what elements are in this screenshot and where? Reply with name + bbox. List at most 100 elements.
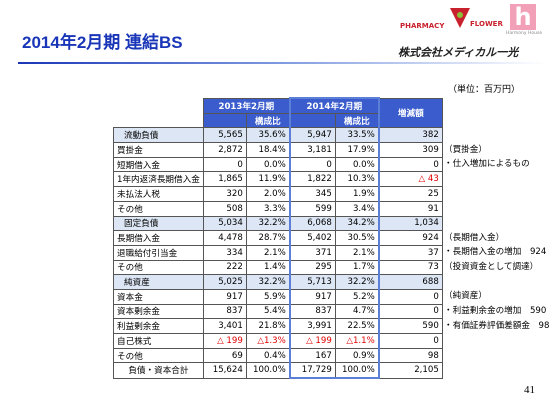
row-label: 流動負債: [113, 127, 204, 144]
cell-value: 222: [202, 259, 247, 276]
table-row: 自己株式 △ 199 △1.3% △ 199 △1.1% 0: [113, 333, 443, 349]
slide-title: 2014年2月期 連結BS: [22, 33, 183, 52]
cell-value: 2,872: [202, 142, 247, 158]
table-row: 買掛金 2,872 18.4% 3,181 17.9% 309: [113, 142, 443, 158]
row-note: （買掛金）: [444, 145, 487, 155]
cell-value: 0: [378, 333, 443, 349]
cell-value: 508: [202, 200, 247, 217]
cell-value: 334: [202, 244, 247, 261]
table-row: 短期借入金 0 0.0% 0 0.0% 0: [113, 156, 443, 173]
cell-value: 1.7%: [334, 259, 380, 276]
cell-value: 3,181: [288, 142, 336, 158]
cell-value: 5,565: [202, 127, 247, 144]
cell-value: 30.5%: [334, 230, 380, 246]
cell-value: 1,822: [288, 171, 336, 188]
cell-value: 100.0%: [245, 362, 291, 379]
cell-value: 5,402: [288, 230, 336, 246]
period-header: 2014年2月期: [288, 96, 380, 114]
page-number: 41: [524, 384, 535, 396]
row-label: 未払法人税: [113, 186, 204, 202]
cell-value: 100.0%: [334, 362, 380, 380]
cell-value: 924: [378, 230, 443, 246]
cell-value: 28.7%: [245, 230, 291, 246]
cell-value: 0.0%: [334, 156, 380, 173]
cell-value: 0.0%: [245, 156, 291, 173]
row-label: 買掛金: [113, 142, 204, 158]
table-row: その他 69 0.4% 167 0.9% 98: [113, 347, 443, 364]
cell-value: 382: [378, 127, 443, 144]
cell-value: 309: [378, 142, 443, 158]
table-row: 退職給付引当金 334 2.1% 371 2.1% 37: [113, 244, 443, 261]
cell-value: 2.1%: [245, 244, 291, 261]
cell-value: 1.4%: [245, 259, 291, 276]
cell-value: 5,947: [288, 127, 336, 144]
table-row: 資本剰余金 837 5.4% 837 4.7% 0: [113, 303, 443, 320]
cell-value: 10.3%: [334, 171, 380, 188]
cell-value: 2.1%: [334, 244, 380, 261]
cell-value: 0.4%: [245, 347, 291, 364]
cell-value: 32.2%: [245, 274, 291, 290]
row-label: 負債・資本合計: [113, 362, 204, 379]
row-label: その他: [113, 347, 204, 364]
cell-value: 837: [202, 303, 247, 320]
cell-value: 371: [288, 244, 336, 261]
row-note: ・仕入増加によるもの: [444, 159, 530, 169]
row-label: その他: [113, 200, 204, 217]
cell-value: 5.9%: [245, 288, 291, 305]
company-name: 株式会社メディカル一光: [398, 46, 519, 59]
table-row: 固定負債 5,034 32.2% 6,068 34.2% 1,034: [113, 215, 443, 232]
table-row: 負債・資本合計 15,624 100.0% 17,729 100.0% 2,105: [113, 362, 443, 380]
cell-value: 0: [202, 156, 247, 173]
cell-value: 18.4%: [245, 142, 291, 158]
cell-value: 4.7%: [334, 303, 380, 320]
table-row: 資本金 917 5.9% 917 5.2% 0: [113, 288, 443, 305]
cell-value: △1.3%: [245, 333, 291, 349]
table-row: 長期借入金 4,478 28.7% 5,402 30.5% 924: [113, 230, 443, 246]
cell-value: 2,105: [378, 362, 443, 379]
cell-value: 5,025: [202, 274, 247, 290]
cell-value: 25: [378, 186, 443, 202]
row-note: ・長期借入金の増加 924: [444, 247, 547, 257]
logo-h: h: [510, 4, 536, 30]
cell-value: 1.9%: [334, 186, 380, 202]
unit-label: （単位：百万円）: [448, 85, 521, 95]
cell-value: 0.9%: [334, 347, 380, 364]
cell-value: 0: [378, 288, 443, 305]
ratio-header: 構成比: [334, 112, 380, 129]
row-label: 自己株式: [113, 333, 204, 349]
table-row: その他 222 1.4% 295 1.7% 73: [113, 259, 443, 276]
cell-value: 320: [202, 186, 247, 202]
row-note: （長期借入金）: [444, 233, 505, 243]
row-note: ・利益剰余金の増加 590: [444, 306, 547, 316]
cell-value: 5.2%: [334, 288, 380, 305]
cell-value: 32.2%: [245, 215, 291, 232]
period-header: 2013年2月期: [202, 97, 291, 114]
cell-value: 688: [378, 274, 443, 290]
ratio-header: 構成比: [245, 112, 291, 129]
blank-header: [288, 112, 336, 129]
table-row: 1年内返済長期借入金 1,865 11.9% 1,822 10.3% △ 43: [113, 171, 443, 188]
row-label: 資本金: [113, 288, 204, 305]
cell-value: 32.2%: [334, 274, 380, 290]
cell-value: 69: [202, 347, 247, 364]
cell-value: 15,624: [202, 362, 247, 379]
logo-mark: [450, 8, 470, 28]
blank-header: [202, 112, 247, 129]
cell-value: 599: [288, 200, 336, 217]
row-label: 短期借入金: [113, 156, 204, 173]
cell-value: 34.2%: [334, 215, 380, 232]
cell-value: 11.9%: [245, 171, 291, 188]
table-row: 利益剰余金 3,401 21.8% 3,991 22.5% 590: [113, 318, 443, 334]
cell-value: 295: [288, 259, 336, 276]
cell-value: 73: [378, 259, 443, 276]
cell-value: △ 43: [378, 171, 443, 188]
cell-value: 6,068: [288, 215, 336, 232]
cell-value: 22.5%: [334, 318, 380, 334]
cell-value: 0: [288, 156, 336, 173]
row-note: （投資資金として調達）: [444, 262, 539, 272]
row-label: 長期借入金: [113, 230, 204, 246]
cell-value: 21.8%: [245, 318, 291, 334]
cell-value: 91: [378, 200, 443, 217]
change-header: 増減額: [378, 97, 443, 129]
